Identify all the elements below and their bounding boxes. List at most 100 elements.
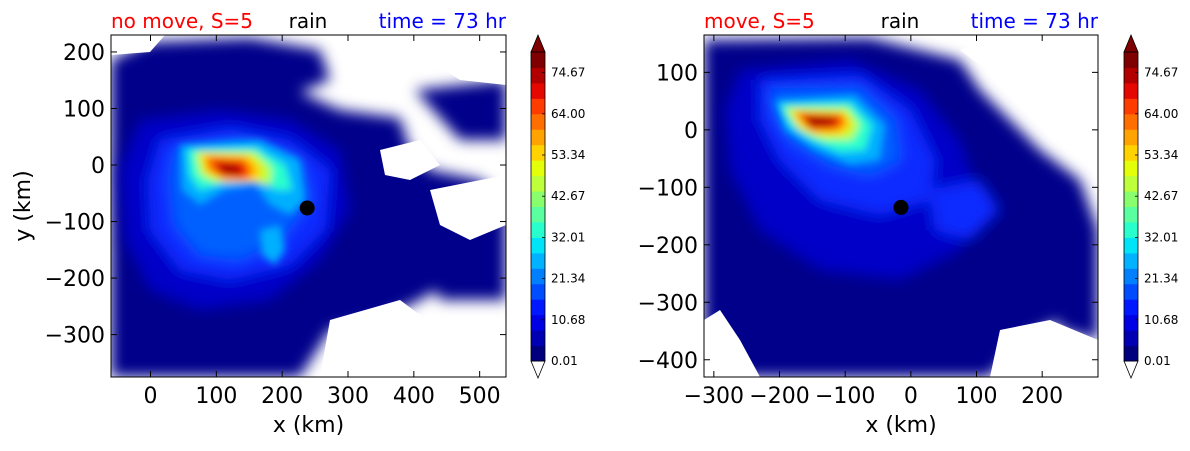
colorbar-tick-label: 32.01 (1144, 230, 1178, 244)
colorbar-segment (1124, 113, 1138, 130)
panel-1-xtick-label: 500 (459, 384, 501, 409)
panel-1-plot-frame (110, 34, 507, 378)
panel-2-center-marker (893, 199, 909, 215)
panel-1-xtick-label: 0 (144, 384, 158, 409)
colorbar-frame (1123, 51, 1139, 362)
colorbar-extend-min-arrow (530, 360, 546, 380)
colorbar-tick-label: 0.01 (551, 354, 578, 368)
panel-2-title-left: move, S=5 (704, 9, 815, 33)
panel-1-rain-field (111, 35, 506, 377)
colorbar-segment (1124, 160, 1138, 177)
panel-1-ytick-label: −200 (45, 267, 105, 292)
panel-1-xtick-label: 200 (261, 384, 303, 409)
colorbar-tick-label: 32.01 (551, 230, 585, 244)
colorbar-segment (531, 175, 545, 192)
colorbar-segment (1124, 175, 1138, 192)
colorbar-tick-label: 10.68 (551, 313, 585, 327)
colorbar-segment (531, 345, 545, 362)
colorbar-segment (1124, 283, 1138, 300)
colorbar-segment (531, 268, 545, 285)
colorbar-tick-label: 0.01 (1144, 354, 1171, 368)
colorbar-segment (1124, 345, 1138, 362)
panel-2-ytick-label: −100 (638, 176, 698, 201)
panel-2-ytick-label: 100 (656, 61, 698, 86)
colorbar-segment (531, 314, 545, 331)
panel-1-title-center: rain (289, 9, 328, 33)
colorbar-segment (1124, 129, 1138, 146)
colorbar-tick-label: 53.34 (1144, 148, 1178, 162)
colorbar-segment (531, 206, 545, 223)
panel-2-title-center: rain (881, 9, 920, 33)
panel-1-title-left: no move, S=5 (111, 9, 253, 33)
colorbar-segment (531, 237, 545, 254)
panel-2-xtick-label: 200 (1021, 384, 1063, 409)
colorbar-tick-label: 42.67 (1144, 189, 1178, 203)
colorbar-tick-label: 64.00 (551, 107, 585, 121)
panel-2-xlabel: x (km) (865, 413, 936, 438)
colorbar-segment (531, 82, 545, 99)
colorbar-segment (531, 160, 545, 177)
colorbar-tick-label: 10.68 (1144, 313, 1178, 327)
panel-2-xtick-label: 100 (956, 384, 998, 409)
panel-1-ytick-label: −100 (45, 211, 105, 236)
colorbar-frame (530, 51, 546, 362)
panel-1: no move, S=5 rain time = 73 hr (11, 9, 507, 438)
colorbar-segment (531, 252, 545, 269)
colorbar-segment (531, 330, 545, 347)
colorbar-tick-label: 53.34 (551, 148, 585, 162)
panel-2-ytick-label: 0 (684, 119, 698, 144)
panel-1-title-right: time = 73 hr (379, 9, 507, 33)
panel-2-ytick-label: −200 (638, 234, 698, 259)
colorbar-segment (531, 67, 545, 84)
panel-2-ytick-label: −400 (638, 349, 698, 374)
panel-2-title-right: time = 73 hr (971, 9, 1099, 33)
colorbar-segment (1124, 98, 1138, 115)
colorbar-segment (1124, 82, 1138, 99)
colorbar-tick-label: 42.67 (551, 189, 585, 203)
colorbar-2: 0.01 10.68 21.34 32.01 42.67 53.34 64.00 74.67 (1123, 33, 1178, 380)
colorbar-segment (1124, 314, 1138, 331)
colorbar-segment (531, 144, 545, 161)
colorbar-extend-max-arrow (1123, 33, 1139, 53)
panel-1-xtick-label: 400 (393, 384, 435, 409)
colorbar-tick-label: 74.67 (1144, 66, 1178, 80)
colorbar-tick-label: 21.34 (551, 272, 585, 286)
panel-1-ytick-label: 200 (63, 41, 105, 66)
colorbar-segment (531, 98, 545, 115)
colorbar-segment (1124, 52, 1138, 68)
panel-1-xtick-label: 300 (327, 384, 369, 409)
colorbar-segment (1124, 206, 1138, 223)
panel-1-ytick-label: 0 (91, 154, 105, 179)
colorbar-segment (531, 191, 545, 207)
colorbar-extend-max-arrow (530, 33, 546, 53)
colorbar-tick-label: 64.00 (1144, 107, 1178, 121)
colorbar-segment (1124, 237, 1138, 254)
panel-2-xtick-label: 0 (904, 384, 918, 409)
panel-1-ytick-label: −300 (45, 324, 105, 349)
panel-2-ytick-label: −300 (638, 291, 698, 316)
colorbar-extend-min-arrow (1123, 360, 1139, 380)
colorbar-segment (531, 283, 545, 300)
panel-1-xtick-label: 100 (195, 384, 237, 409)
panel-2-rain-field (704, 35, 1098, 377)
colorbar-segment (1124, 252, 1138, 269)
colorbar-segment (531, 52, 545, 68)
panel-2-xtick-label: −300 (684, 384, 744, 409)
panel-1-axes: 0 100 200 300 400 500 200 100 0 −100 −200 −300 (45, 35, 506, 409)
panel-2: move, S=5 rain time = 73 hr (638, 9, 1099, 438)
panel-2-xtick-label: −100 (815, 384, 875, 409)
colorbar-segment (1124, 268, 1138, 285)
colorbar-segment (1124, 67, 1138, 84)
colorbar-segment (1124, 299, 1138, 316)
colorbar-tick-label: 74.67 (551, 66, 585, 80)
panel-2-xtick-label: −200 (749, 384, 809, 409)
panel-1-ytick-label: 100 (63, 97, 105, 122)
colorbar-segment (531, 129, 545, 146)
colorbar-segment (531, 113, 545, 130)
panel-1-xlabel: x (km) (273, 413, 344, 438)
panel-1-center-marker (299, 200, 315, 216)
colorbar-tick-label: 21.34 (1144, 272, 1178, 286)
